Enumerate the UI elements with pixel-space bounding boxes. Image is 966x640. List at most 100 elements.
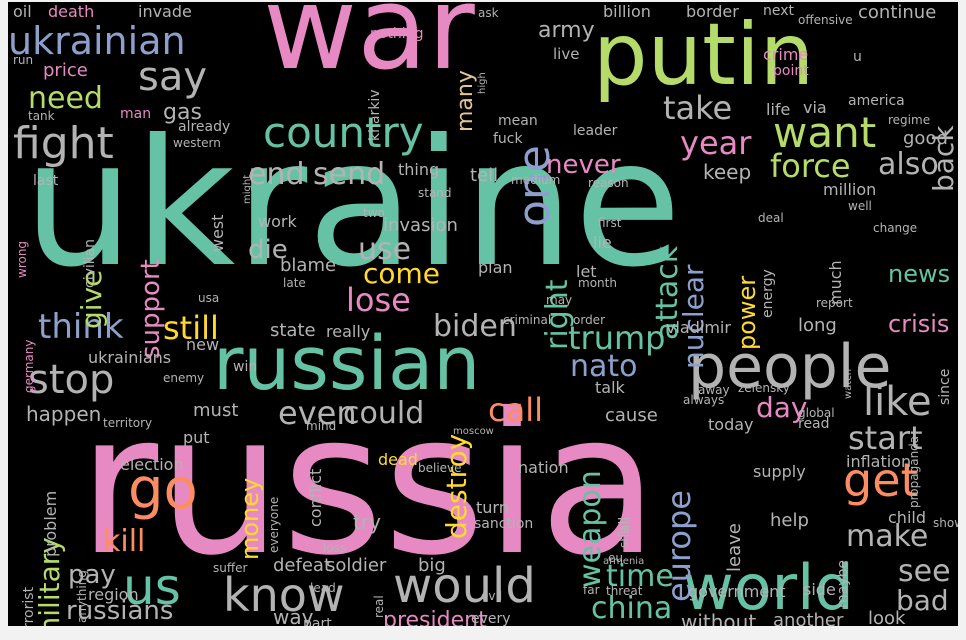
word-dead: dead <box>378 450 418 469</box>
word-way: way <box>273 605 314 626</box>
word-russia: russia <box>78 371 659 598</box>
word-since: since <box>937 368 953 405</box>
word-report: report <box>816 296 853 310</box>
word-threat: threat <box>606 584 643 598</box>
word-propaganda: propaganda <box>907 436 921 509</box>
word-death: death <box>48 2 95 21</box>
word-anything: anything <box>75 570 89 624</box>
word-still: still <box>163 309 219 347</box>
word-price: price <box>43 60 88 81</box>
word-weapon: weapon <box>573 470 608 588</box>
word-people: people <box>688 332 892 402</box>
word-month: month <box>578 276 617 290</box>
word-never: never <box>546 150 621 180</box>
word-cloud: war putin ukraine russia russian people world c… <box>8 2 958 626</box>
word-army: army <box>538 18 595 43</box>
word-nato: nato <box>570 349 638 384</box>
word-defeat: defeat <box>273 555 331 576</box>
word-know: know <box>223 568 345 622</box>
word-crisis: crisis <box>888 310 950 338</box>
word-terrorist: terrorist <box>21 586 37 626</box>
word-really: really <box>326 322 371 341</box>
word-live: live <box>553 45 580 63</box>
word-many: many <box>453 70 478 133</box>
word-high: high <box>477 72 488 94</box>
word-like: like <box>863 379 932 425</box>
word-help: help <box>770 510 809 531</box>
word-ukrainians: ukrainians <box>88 348 172 367</box>
word-would: would <box>393 558 536 614</box>
word-china: china <box>591 591 673 626</box>
word-us: us <box>123 558 181 616</box>
word-war: war <box>263 2 475 96</box>
word-biden: biden <box>433 309 517 344</box>
word-evil: evil <box>481 589 503 603</box>
word-president: president <box>383 608 487 627</box>
word-pay: pay <box>68 560 116 590</box>
word-nuclear: nuclear <box>677 264 710 369</box>
word-die: die <box>248 235 288 265</box>
word-end: end <box>248 157 305 192</box>
word-use: use <box>358 232 412 267</box>
word-mean: mean <box>498 113 538 129</box>
word-always: always <box>683 393 725 407</box>
word-blame: blame <box>280 255 337 276</box>
word-see: see <box>898 554 951 589</box>
word-fall: fall <box>617 516 633 538</box>
word-conflict: conflict <box>306 468 325 528</box>
word-ask: ask <box>478 6 499 20</box>
word-tank: tank <box>28 109 55 123</box>
word-side: side <box>803 580 836 599</box>
word-everyone: everyone <box>267 497 281 554</box>
word-next: next <box>763 3 795 19</box>
word-putin: putin <box>593 5 815 105</box>
word-win: win <box>233 359 258 375</box>
word-fight: fight <box>13 118 114 169</box>
word-america: america <box>848 93 905 109</box>
word-new: new <box>186 335 220 354</box>
word-call: call <box>488 391 543 429</box>
word-well: well <box>848 199 872 213</box>
word-invade: invade <box>138 2 192 21</box>
word-start: start <box>848 419 923 457</box>
word-sanction: sanction <box>474 516 534 532</box>
word-usa: usa <box>198 291 220 305</box>
word-territory: territory <box>103 416 153 430</box>
word-man: man <box>120 106 152 122</box>
word-fuck: fuck <box>493 131 523 147</box>
word-kill: kill <box>103 524 146 559</box>
word-take: take <box>663 89 733 127</box>
word-u: u <box>853 49 862 65</box>
word-leader: leader <box>573 123 618 139</box>
word-let: let <box>576 262 597 281</box>
word-world: world <box>683 551 854 624</box>
word-global: global <box>798 406 835 420</box>
word-good: good <box>903 128 948 149</box>
word-tell: tell <box>470 165 499 186</box>
word-talk: talk <box>595 378 625 397</box>
word-loss: loss <box>323 541 347 555</box>
word-reason: reason <box>588 176 629 190</box>
word-show: show <box>933 516 958 530</box>
word-moscow: moscow <box>453 426 494 437</box>
word-western: western <box>173 136 221 150</box>
word-might: might <box>242 174 253 204</box>
word-child: child <box>888 508 926 527</box>
word-must: must <box>193 400 239 421</box>
word-maybe: maybe <box>835 559 851 608</box>
word-deal: deal <box>758 211 784 225</box>
word-real: real <box>372 595 386 619</box>
word-million: million <box>823 180 877 199</box>
word-life: life <box>766 100 791 119</box>
word-first: first <box>598 216 622 230</box>
word-crime: crime <box>763 45 809 64</box>
word-cause: cause <box>605 405 658 426</box>
word-wrong: wrong <box>15 241 29 279</box>
word-leave: leave <box>724 522 745 572</box>
word-come: come <box>363 257 441 290</box>
word-happen: happen <box>26 402 102 426</box>
word-soldier: soldier <box>326 555 387 576</box>
word-supply: supply <box>753 462 806 481</box>
word-say: say <box>138 54 208 100</box>
word-kharkiv: kharkiv <box>367 89 383 141</box>
